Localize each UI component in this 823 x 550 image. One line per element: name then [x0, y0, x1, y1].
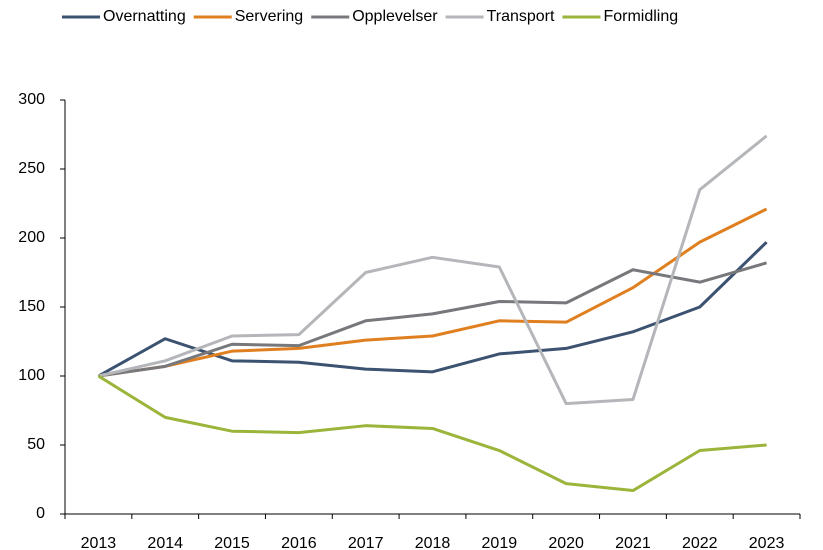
x-tick-label: 2023: [749, 535, 785, 550]
legend-label: Opplevelser: [352, 8, 438, 25]
x-tick-label: 2015: [214, 535, 250, 550]
legend-label: Servering: [235, 8, 303, 25]
series-line: [97, 374, 767, 493]
series-line: [97, 241, 768, 378]
legend-label: Overnatting: [103, 8, 186, 25]
y-tick-label: 50: [27, 436, 45, 453]
x-tick-label: 2022: [682, 535, 718, 550]
series-line: [98, 261, 768, 378]
x-tick-label: 2021: [615, 535, 651, 550]
y-tick-label: 0: [36, 505, 45, 522]
series-line: [98, 134, 768, 406]
y-tick-label: 150: [18, 298, 45, 315]
y-tick-label: 100: [18, 367, 45, 384]
y-tick-label: 200: [18, 229, 45, 246]
x-tick-label: 2016: [281, 535, 317, 550]
x-tick-label: 2014: [147, 535, 183, 550]
y-tick-label: 300: [18, 91, 45, 108]
x-tick-label: 2017: [348, 535, 384, 550]
x-tick-label: 2020: [548, 535, 584, 550]
x-tick-label: 2018: [415, 535, 451, 550]
legend-label: Formidling: [603, 8, 678, 25]
x-tick-label: 2019: [482, 535, 518, 550]
y-tick-label: 250: [18, 160, 45, 177]
x-tick-label: 2013: [81, 535, 117, 550]
legend-label: Transport: [487, 8, 555, 25]
